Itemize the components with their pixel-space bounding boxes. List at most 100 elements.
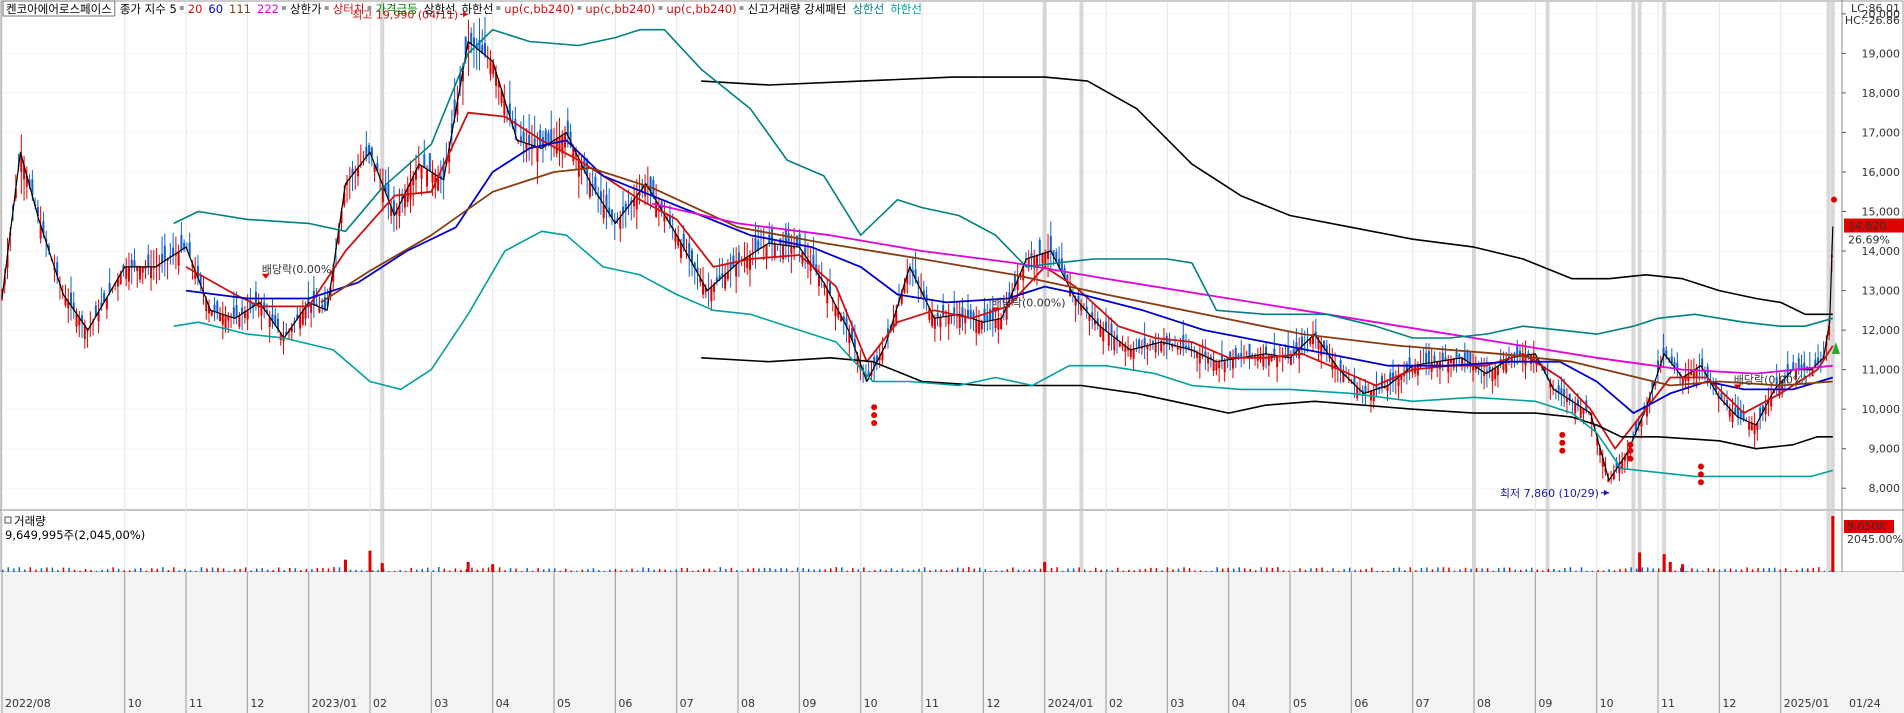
dividend-marker — [261, 273, 270, 279]
price-bar-body — [1524, 355, 1527, 366]
price-bar-body — [1728, 408, 1731, 417]
price-bar-body — [122, 265, 125, 269]
price-bar-body — [558, 136, 561, 151]
price-bar-body — [1102, 328, 1105, 342]
volume-bar — [1133, 570, 1136, 572]
volume-bar — [1061, 570, 1064, 572]
volume-bar — [1227, 567, 1229, 572]
legend-separator — [658, 6, 663, 10]
price-bar-body — [514, 119, 517, 135]
price-bar-body — [702, 282, 705, 295]
price-bar-body — [1444, 357, 1447, 361]
dividend-marker — [1733, 384, 1742, 390]
price-bar-body — [1364, 386, 1367, 393]
price-bar-body — [1654, 380, 1657, 386]
price-bar-body — [442, 164, 445, 180]
legend-item: 60 — [208, 2, 223, 16]
event-line — [1545, 2, 1550, 572]
volume-bar — [449, 570, 451, 572]
volume-bar — [1553, 568, 1555, 572]
price-bar-body — [423, 154, 426, 168]
price-bar-body — [1720, 393, 1723, 400]
volume-bar — [741, 570, 744, 572]
price-bar-body — [1416, 364, 1419, 376]
series-line-하한선 — [173, 230, 1834, 478]
volume-bar — [1558, 570, 1561, 572]
price-bar-body — [489, 59, 492, 75]
volume-bar — [1277, 567, 1279, 572]
volume-bar — [404, 570, 407, 572]
volume-bar — [1166, 567, 1169, 572]
price-bar-body — [1731, 411, 1734, 422]
price-bar-body — [395, 210, 398, 214]
price-bar-body — [357, 167, 360, 177]
price-bar-body — [1295, 342, 1298, 352]
price-bar-body — [1590, 417, 1593, 424]
xtick-label: 2023/01 — [312, 697, 358, 710]
price-bar-body — [1320, 343, 1323, 356]
volume-bar — [1332, 568, 1334, 572]
price-bar-body — [1615, 461, 1618, 469]
price-bar-body — [125, 266, 128, 279]
price-bar-body — [1328, 355, 1331, 359]
price-bar-body — [384, 185, 387, 193]
volume-bar — [1078, 567, 1080, 572]
price-bar-body — [224, 315, 227, 329]
price-bar-body — [1013, 274, 1016, 287]
volume-bar — [1012, 567, 1014, 572]
price-bar-body — [649, 176, 652, 192]
price-bar-body — [942, 305, 945, 317]
volume-bar — [416, 569, 418, 572]
volume-bar — [140, 567, 142, 572]
price-bar-body — [1187, 346, 1190, 350]
price-bar-body — [1096, 318, 1099, 324]
volume-bar — [1658, 568, 1660, 572]
price-bar-body — [726, 272, 729, 280]
price-bar-body — [1427, 351, 1430, 364]
volume-bar — [300, 569, 302, 572]
volume-bar — [189, 570, 192, 572]
volume-bar — [1293, 570, 1296, 572]
price-bar-body — [1041, 253, 1044, 264]
price-bar-body — [1665, 350, 1668, 357]
volume-bar — [1161, 570, 1163, 572]
xtick-label: 05 — [1293, 697, 1307, 710]
ytick-label: 17,000 — [1862, 126, 1901, 139]
volume-bar — [1310, 568, 1312, 572]
price-bar-body — [346, 181, 348, 185]
price-bar-body — [260, 305, 263, 316]
price-bar-body — [561, 135, 564, 154]
price-bar-body — [602, 204, 605, 219]
volume-bar — [51, 567, 54, 572]
volume-bar — [576, 570, 578, 572]
volume-bar — [945, 570, 948, 572]
volume-spike — [1043, 561, 1047, 572]
price-bar-body — [1461, 357, 1464, 366]
volume-bar — [1376, 570, 1378, 572]
price-bar-body — [1171, 344, 1174, 347]
volume-bar — [1315, 568, 1318, 572]
price-bar-body — [853, 339, 856, 349]
signal-dot — [1697, 471, 1704, 478]
price-bar-body — [332, 268, 335, 282]
price-bar-body — [1005, 306, 1008, 320]
price-bar-body — [688, 242, 691, 258]
price-bar-body — [409, 182, 412, 200]
volume-badge-change: 2045.00% — [1847, 533, 1903, 546]
price-bar-body — [147, 254, 150, 267]
legend-item: up(c,bb240) — [666, 2, 736, 16]
price-bar-body — [782, 244, 785, 260]
volume-bar — [736, 570, 738, 572]
volume-bar — [1210, 570, 1213, 572]
volume-bar — [625, 569, 628, 572]
volume-bar — [322, 567, 324, 572]
volume-spike — [1662, 554, 1666, 572]
price-bar-body — [1276, 355, 1279, 368]
price-bar-body — [1127, 347, 1130, 351]
event-line — [1631, 2, 1636, 572]
price-bar-body — [472, 37, 475, 47]
price-bar-body — [575, 153, 578, 157]
volume-bar — [239, 568, 241, 572]
volume-bar — [1613, 570, 1616, 572]
